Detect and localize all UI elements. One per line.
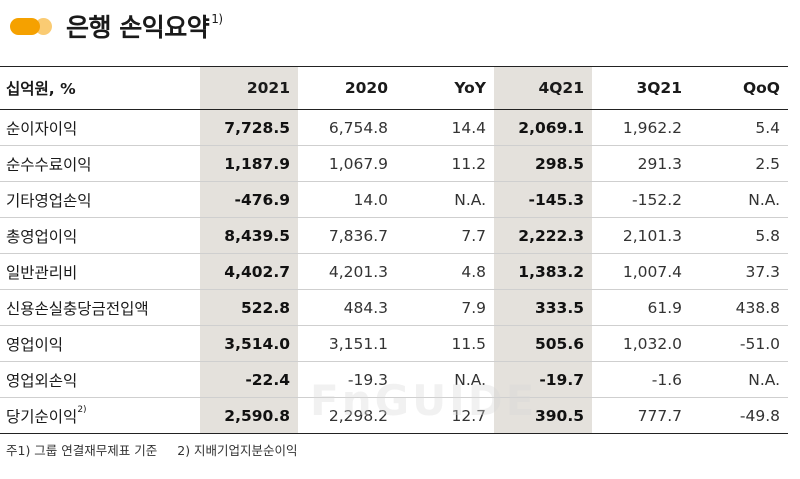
table-cell: -476.9	[200, 181, 298, 218]
row-label: 총영업이익	[0, 217, 200, 254]
table-cell: 11.5	[396, 325, 494, 362]
row-footnote-marker: 2)	[77, 405, 87, 416]
table-cell: 438.8	[690, 289, 788, 326]
row-label: 일반관리비	[0, 253, 200, 290]
table-cell: 5.4	[690, 109, 788, 146]
col-header-4q21: 4Q21	[494, 66, 592, 110]
table-cell: 1,067.9	[298, 145, 396, 182]
table-cell: 11.2	[396, 145, 494, 182]
table-row: 순이자이익 7,728.5 6,754.8 14.4 2,069.1 1,962.2 5.4	[0, 109, 788, 146]
table-cell: -19.3	[298, 361, 396, 398]
table-row: 일반관리비 4,402.7 4,201.3 4.8 1,383.2 1,007.4 37.3	[0, 253, 788, 290]
table-cell: -22.4	[200, 361, 298, 398]
table-cell: 1,383.2	[494, 253, 592, 290]
row-label-text: 기타영업손익	[6, 191, 92, 210]
table-cell: 1,187.9	[200, 145, 298, 182]
table-cell: 298.5	[494, 145, 592, 182]
table-cell: 2,222.3	[494, 217, 592, 254]
col-header-2020: 2020	[298, 66, 396, 110]
unit-label: 십억원, %	[0, 66, 200, 110]
row-label: 기타영업손익	[0, 181, 200, 218]
table-cell: 5.8	[690, 217, 788, 254]
table-cell: N.A.	[396, 361, 494, 398]
table-cell: 522.8	[200, 289, 298, 326]
row-label-text: 총영업이익	[6, 227, 78, 246]
table-cell: 1,007.4	[592, 253, 690, 290]
page-header: 은행 손익요약 1)	[10, 6, 223, 46]
table-row: 총영업이익 8,439.5 7,836.7 7.7 2,222.3 2,101.3 5.8	[0, 217, 788, 254]
table-row: 영업외손익 -22.4 -19.3 N.A. -19.7 -1.6 N.A.	[0, 361, 788, 398]
table-cell: 3,151.1	[298, 325, 396, 362]
row-label: 당기순이익2)	[0, 397, 200, 434]
table-header-row: 십억원, % 2021 2020 YoY 4Q21 3Q21 QoQ	[0, 66, 788, 110]
row-label: 영업이익	[0, 325, 200, 362]
table-cell: 4,402.7	[200, 253, 298, 290]
table-cell: 7,836.7	[298, 217, 396, 254]
table-cell: 1,962.2	[592, 109, 690, 146]
table-cell: 2,069.1	[494, 109, 592, 146]
table-cell: 3,514.0	[200, 325, 298, 362]
footnote-1: 주1) 그룹 연결재무제표 기준	[6, 443, 158, 458]
table-cell: -145.3	[494, 181, 592, 218]
page-title: 은행 손익요약 1)	[66, 11, 223, 42]
row-label-text: 순이자이익	[6, 119, 78, 138]
row-label-text: 일반관리비	[6, 263, 78, 282]
table-row: 영업이익 3,514.0 3,151.1 11.5 505.6 1,032.0 -51.0	[0, 325, 788, 362]
footnotes: 주1) 그룹 연결재무제표 기준 2) 지배기업지분순이익	[6, 440, 298, 459]
table-cell: 291.3	[592, 145, 690, 182]
table-cell: 4.8	[396, 253, 494, 290]
table-row: 당기순이익2) 2,590.8 2,298.2 12.7 390.5 777.7 -49.8	[0, 397, 788, 434]
title-footnote-marker: 1)	[211, 11, 223, 26]
table-cell: 7.9	[396, 289, 494, 326]
col-header-qoq: QoQ	[690, 66, 788, 110]
row-label-text: 당기순이익	[6, 407, 78, 426]
table-cell: 484.3	[298, 289, 396, 326]
row-label-text: 신용손실충당금전입액	[6, 299, 149, 318]
table-cell: 2.5	[690, 145, 788, 182]
table-cell: 8,439.5	[200, 217, 298, 254]
row-label-text: 영업외손익	[6, 371, 78, 390]
table-cell: 2,298.2	[298, 397, 396, 434]
table-cell: N.A.	[690, 361, 788, 398]
row-label-text: 순수수료이익	[6, 155, 92, 174]
table-cell: 390.5	[494, 397, 592, 434]
table-cell: 7,728.5	[200, 109, 298, 146]
table-cell: -49.8	[690, 397, 788, 434]
col-header-2021: 2021	[200, 66, 298, 110]
table-row: 기타영업손익 -476.9 14.0 N.A. -145.3 -152.2 N.A.	[0, 181, 788, 218]
table-cell: 12.7	[396, 397, 494, 434]
table-cell: 4,201.3	[298, 253, 396, 290]
table-row: 신용손실충당금전입액 522.8 484.3 7.9 333.5 61.9 438.8	[0, 289, 788, 326]
table-cell: 14.4	[396, 109, 494, 146]
table-cell: 14.0	[298, 181, 396, 218]
table-cell: -1.6	[592, 361, 690, 398]
table-cell: 7.7	[396, 217, 494, 254]
table-cell: N.A.	[396, 181, 494, 218]
table-cell: -19.7	[494, 361, 592, 398]
table-cell: 777.7	[592, 397, 690, 434]
income-summary-table: 십억원, % 2021 2020 YoY 4Q21 3Q21 QoQ 순이자이익…	[0, 66, 788, 434]
table-cell: 2,590.8	[200, 397, 298, 434]
col-header-3q21: 3Q21	[592, 66, 690, 110]
table-row: 순수수료이익 1,187.9 1,067.9 11.2 298.5 291.3 2.5	[0, 145, 788, 182]
table-cell: 61.9	[592, 289, 690, 326]
table-cell: 1,032.0	[592, 325, 690, 362]
row-label: 신용손실충당금전입액	[0, 289, 200, 326]
table-cell: 37.3	[690, 253, 788, 290]
col-header-yoy: YoY	[396, 66, 494, 110]
table-cell: 6,754.8	[298, 109, 396, 146]
table-cell: N.A.	[690, 181, 788, 218]
table-cell: 333.5	[494, 289, 592, 326]
table-cell: 2,101.3	[592, 217, 690, 254]
row-label-text: 영업이익	[6, 335, 64, 354]
table-cell: -51.0	[690, 325, 788, 362]
row-label: 영업외손익	[0, 361, 200, 398]
row-label: 순수수료이익	[0, 145, 200, 182]
table-cell: 505.6	[494, 325, 592, 362]
table-cell: -152.2	[592, 181, 690, 218]
orange-pill-icon	[10, 17, 52, 35]
row-label: 순이자이익	[0, 109, 200, 146]
footnote-2: 2) 지배기업지분순이익	[177, 443, 298, 458]
